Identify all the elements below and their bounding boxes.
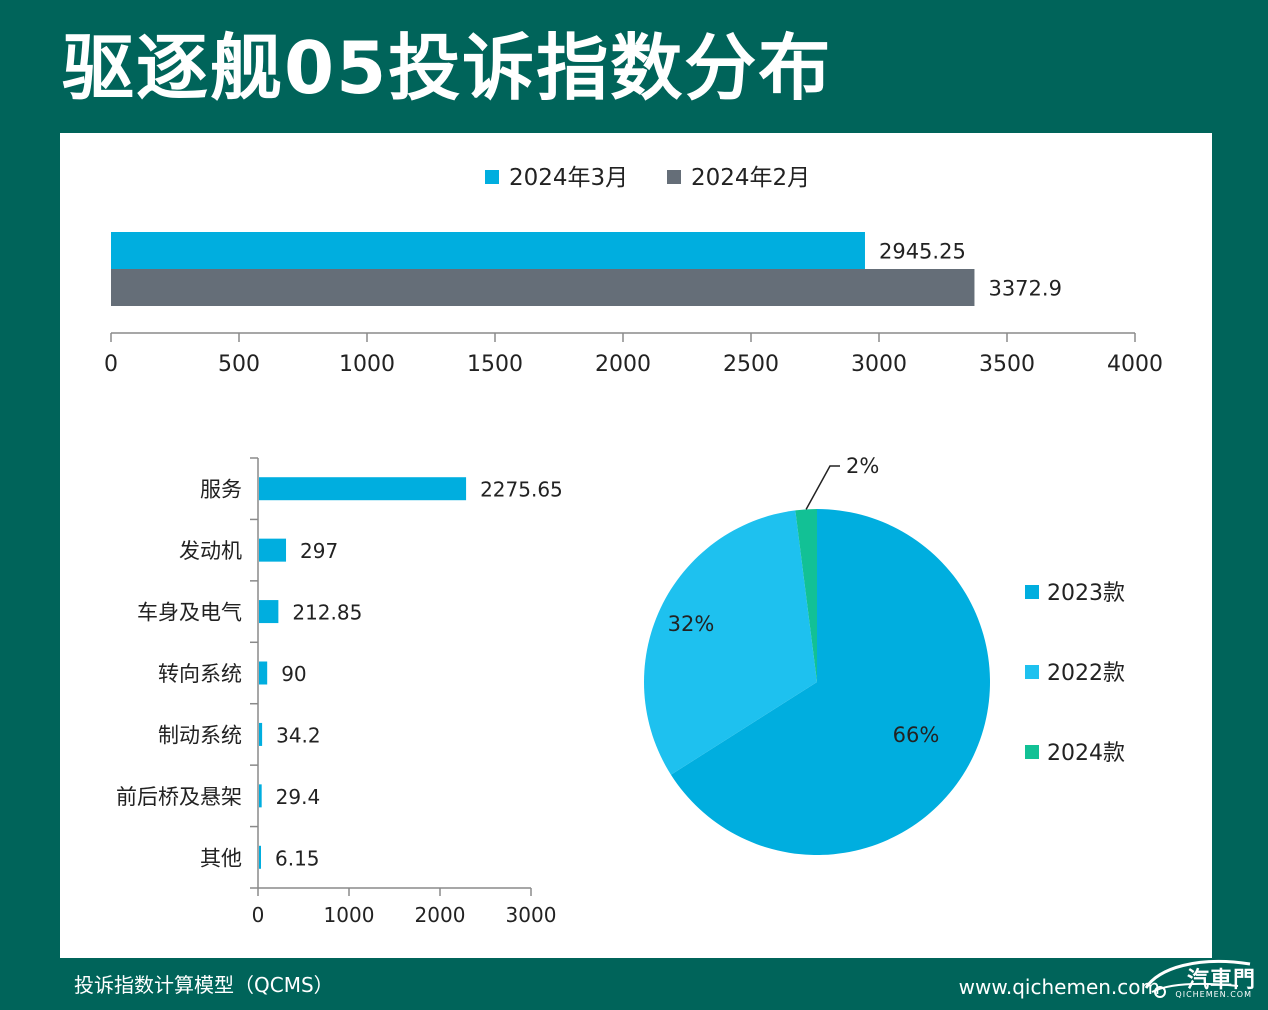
legend-label-1: 2024年3月: [509, 165, 628, 191]
pie-legend-swatch-2: [1025, 665, 1039, 679]
bar-value-label-1: 2945.25: [879, 240, 966, 264]
cat-x-tick-label-1: 1000: [324, 903, 375, 927]
pie-value-label-1: 66%: [893, 723, 940, 747]
footer-site-link[interactable]: www.qichemen.com: [958, 975, 1160, 999]
category-value-label-5: 34.2: [276, 723, 321, 747]
category-label-2: 发动机: [179, 539, 242, 563]
pie-legend-label-3: 2024款: [1047, 741, 1125, 766]
category-value-label-2: 297: [300, 539, 338, 563]
category-value-label-3: 212.85: [292, 601, 362, 625]
pie-value-label-3: 2%: [846, 454, 879, 478]
category-value-label-6: 29.4: [276, 785, 321, 809]
category-bar-3: [259, 600, 279, 624]
logo-text: 汽車門: [1186, 968, 1256, 993]
pie-value-label-2: 32%: [668, 612, 715, 636]
monthly-comparison-chart: 2024年3月 2024年2月 2945.25 3372.9 0 500 1000 1500 2…: [104, 165, 1163, 377]
category-value-label-7: 6.15: [275, 846, 320, 870]
cat-x-tick-label-3: 3000: [506, 903, 557, 927]
chart-panel: 2024年3月 2024年2月 2945.25 3372.9 0 500 1000 1500 2…: [60, 133, 1212, 958]
category-bar-1: [259, 477, 467, 501]
x-tick-label-3: 1500: [467, 352, 523, 377]
x-tick-label-6: 3000: [851, 352, 907, 377]
category-label-7: 其他: [200, 846, 242, 870]
x-tick-label-5: 2500: [723, 352, 779, 377]
category-label-5: 制动系统: [158, 723, 242, 747]
category-label-1: 服务: [200, 478, 242, 502]
logo-subtext: QICHEMEN.COM: [1175, 990, 1252, 999]
x-tick-label-7: 3500: [979, 352, 1035, 377]
pie-slice-3: [795, 509, 817, 682]
category-bar-2: [259, 538, 287, 562]
pie-slice-1: [670, 509, 990, 856]
pie-legend-label-2: 2022款: [1047, 661, 1125, 686]
legend-label-2: 2024年2月: [691, 165, 810, 191]
category-bar-chart: 服务 2275.65 发动机 297 车身及电气 212.85 转向系统 90 制动系统 34.2…: [116, 457, 563, 927]
bar-value-label-2: 3372.9: [988, 277, 1061, 301]
legend-swatch-1: [485, 170, 499, 184]
pie-legend-label-1: 2023款: [1047, 581, 1125, 606]
category-label-4: 转向系统: [158, 662, 242, 686]
footer-model-label: 投诉指数计算模型（QCMS）: [74, 973, 334, 997]
category-bar-5: [259, 722, 263, 746]
category-bar-6: [259, 784, 262, 808]
category-bar-4: [259, 661, 268, 685]
category-bar-7: [259, 845, 261, 869]
pie-slice-2: [644, 510, 817, 775]
pie-legend-swatch-1: [1025, 585, 1039, 599]
car-logo-icon: [1144, 960, 1251, 998]
x-tick-label-0: 0: [104, 352, 118, 377]
cat-x-tick-label-0: 0: [252, 903, 265, 927]
bar-series-1: [111, 232, 865, 269]
model-year-pie-chart: 66% 32% 2% 2023款 2022款 2024款: [644, 454, 1125, 856]
bar-series-2: [111, 269, 975, 306]
cat-x-tick-label-2: 2000: [415, 903, 466, 927]
category-label-3: 车身及电气: [137, 601, 242, 625]
x-tick-label-1: 500: [218, 352, 260, 377]
category-label-6: 前后桥及悬架: [116, 785, 242, 809]
x-tick-label-2: 1000: [339, 352, 395, 377]
chart-canvas: 2024年3月 2024年2月 2945.25 3372.9 0 500 1000 1500 2…: [104, 165, 1163, 927]
x-tick-label-4: 2000: [595, 352, 651, 377]
x-tick-label-8: 4000: [1107, 352, 1163, 377]
page-title: 驱逐舰05投诉指数分布: [62, 26, 833, 110]
legend-swatch-2: [667, 170, 681, 184]
pie-leader-line-3: [805, 465, 840, 510]
category-value-label-4: 90: [281, 662, 306, 686]
category-value-label-1: 2275.65: [480, 478, 563, 502]
pie-legend-swatch-3: [1025, 745, 1039, 759]
